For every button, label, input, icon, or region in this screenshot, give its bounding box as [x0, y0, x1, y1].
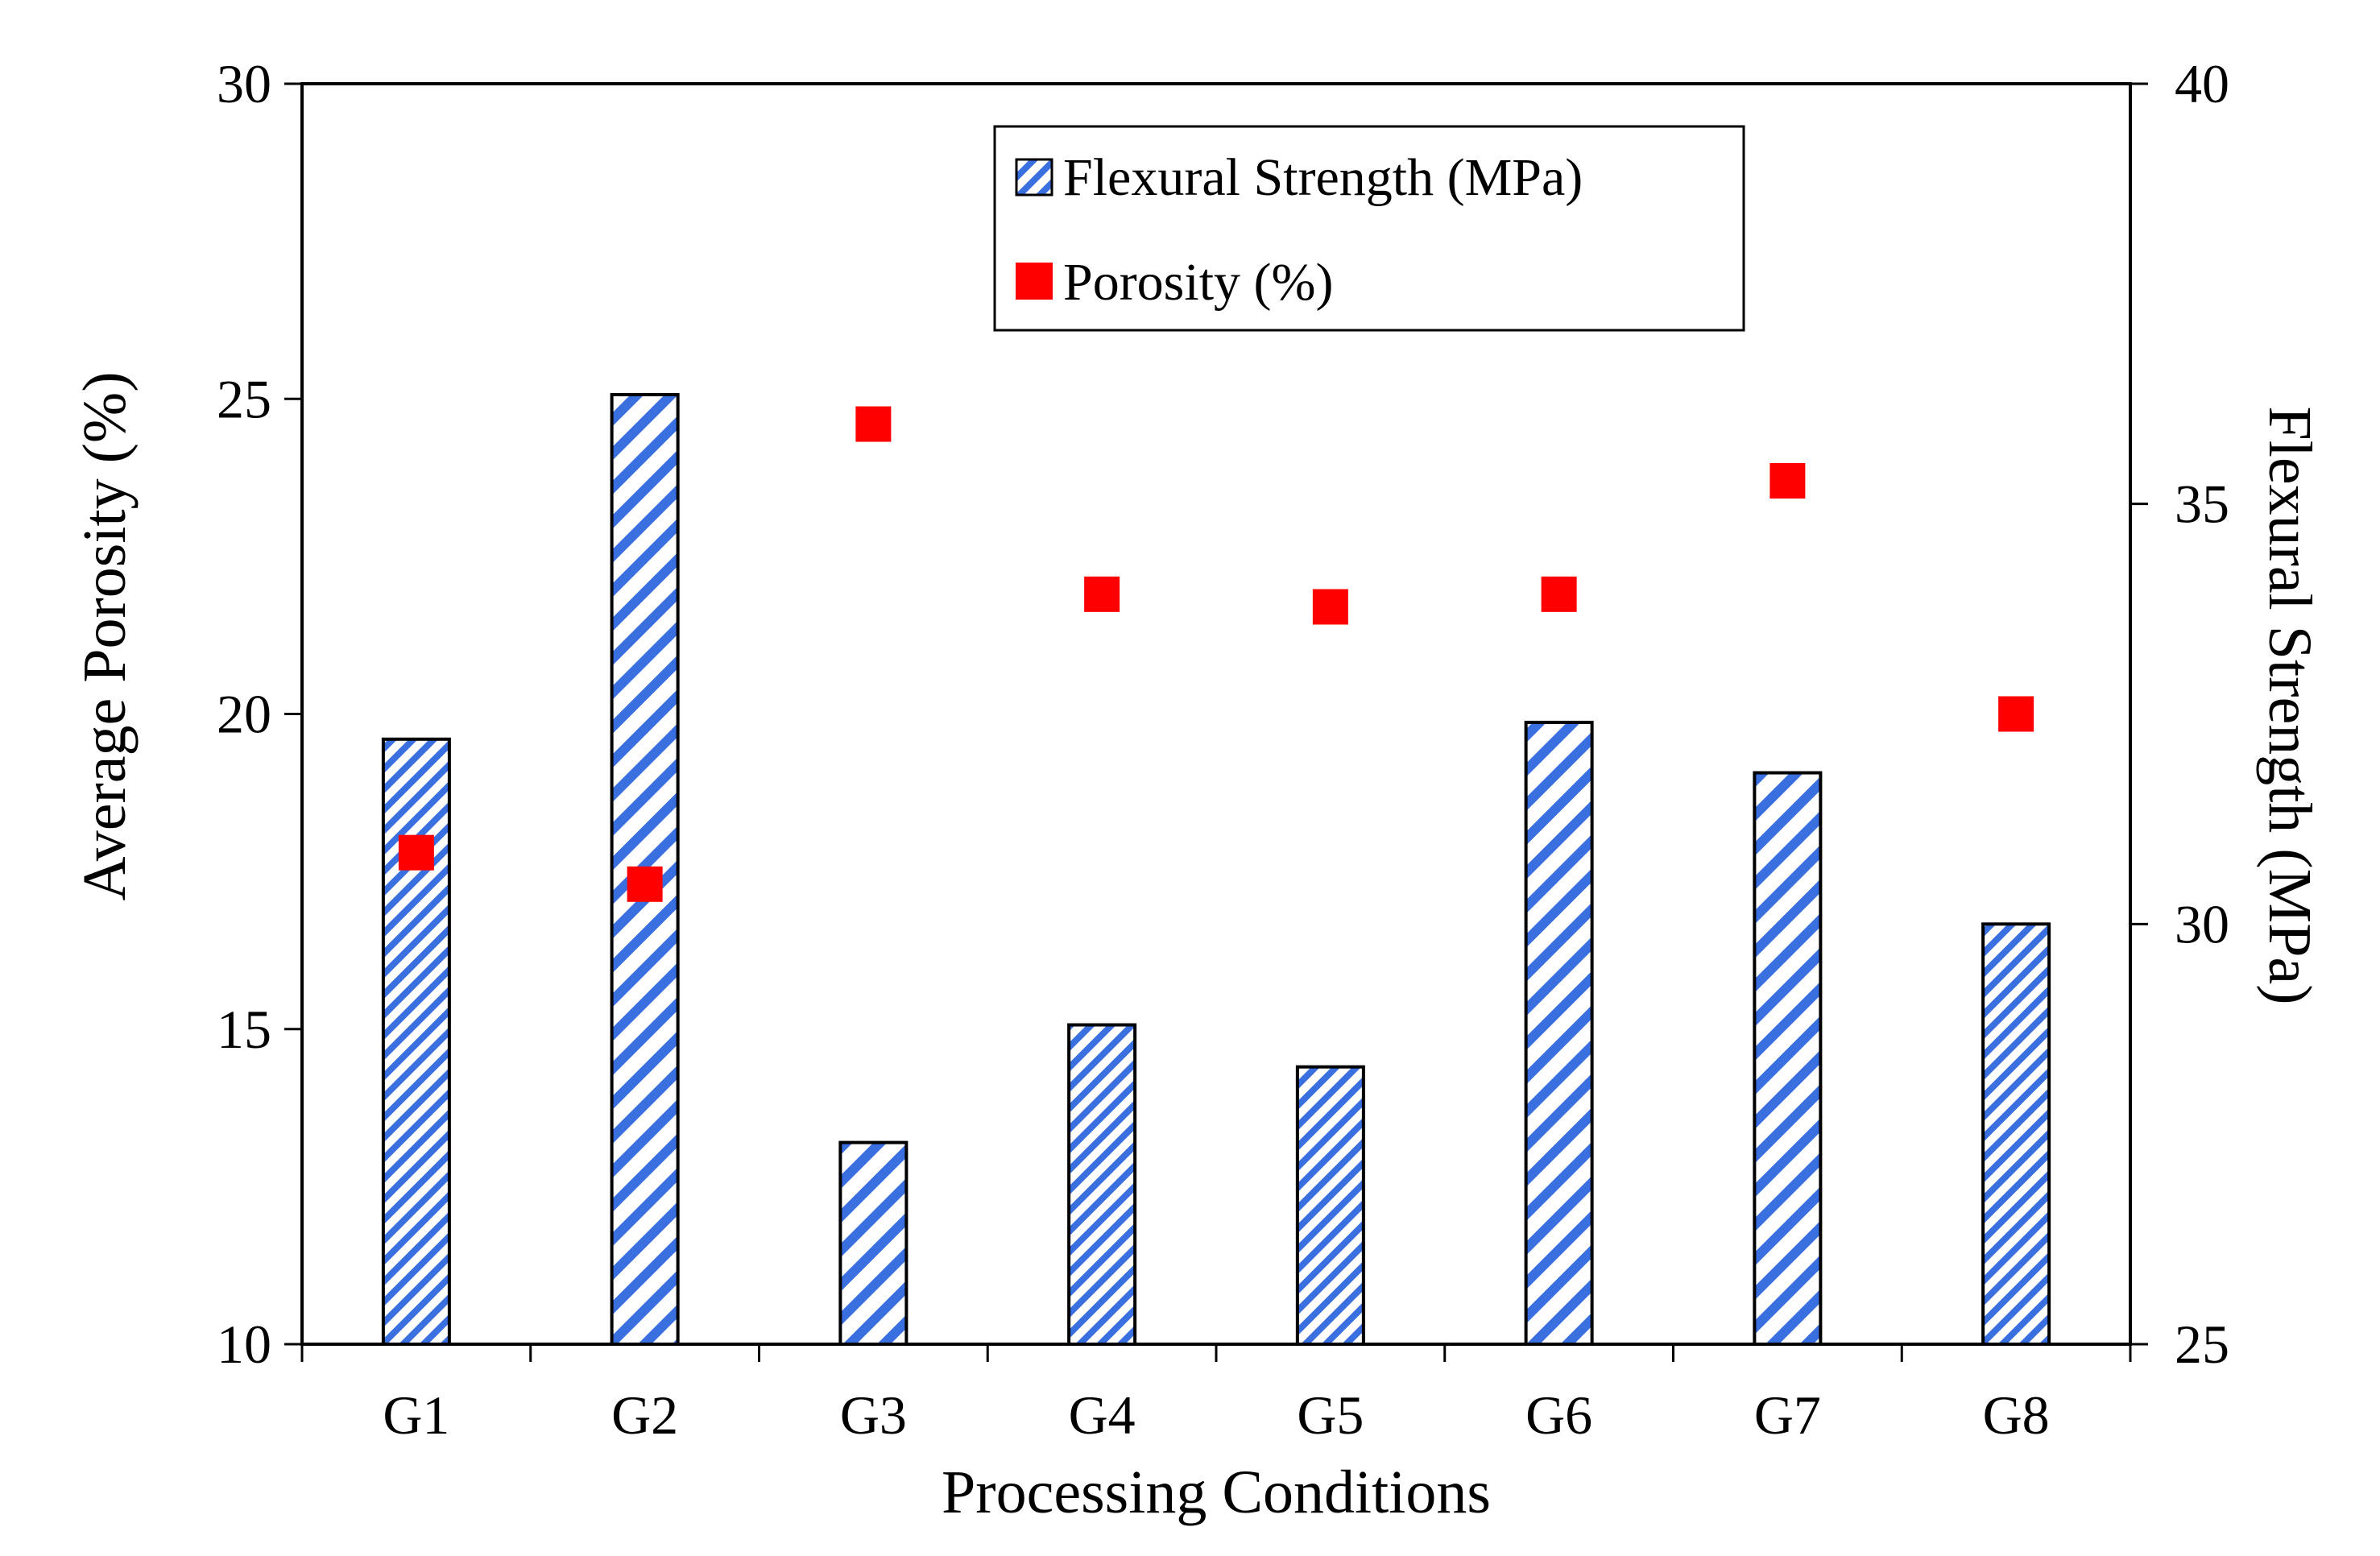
x-tick-label-g5: G5 [1297, 1384, 1364, 1446]
x-tick-label-g8: G8 [1983, 1384, 2050, 1446]
legend-point-label: Porosity (%) [1063, 253, 1333, 312]
porosity-point-g6 [1541, 576, 1577, 612]
bar-g6 [1524, 720, 1594, 1346]
porosity-point-g1 [398, 834, 434, 871]
x-tick-label-g2: G2 [611, 1384, 678, 1446]
bar-g1 [381, 737, 451, 1346]
bars-layer [381, 393, 2051, 1347]
y-axis-left-title: Average Porosity (%) [71, 371, 139, 900]
bar-g3 [838, 1140, 909, 1346]
x-tick-label-g6: G6 [1525, 1384, 1592, 1446]
x-axis-title: Processing Conditions [942, 1459, 1491, 1526]
porosity-point-g5 [1312, 589, 1348, 625]
x-tick-label-g7: G7 [1754, 1384, 1821, 1446]
y-right-tick-label: 25 [2175, 1314, 2229, 1375]
y-left-tick-label: 25 [217, 368, 271, 429]
porosity-point-g8 [1998, 696, 2034, 732]
porosity-point-g7 [1769, 462, 1806, 499]
y-axis-right-title: Flexural Strength (MPa) [2256, 406, 2324, 1004]
points-layer [398, 406, 2034, 902]
y-right-tick-label: 30 [2175, 893, 2229, 954]
bar-g5 [1295, 1065, 1365, 1346]
legend: Flexural Strength (MPa) Porosity (%) [993, 125, 1745, 332]
bar-g4 [1067, 1023, 1137, 1346]
legend-bar-label: Flexural Strength (MPa) [1063, 148, 1583, 207]
y-left-tick-label: 30 [217, 53, 271, 114]
y-right-tick-label: 40 [2175, 53, 2229, 114]
bar-g8 [1981, 922, 2051, 1347]
legend-bar-swatch [1015, 158, 1053, 197]
y-right-tick-label: 35 [2175, 474, 2229, 535]
legend-point-swatch [1016, 263, 1053, 300]
y-left-tick-label: 10 [217, 1314, 271, 1375]
porosity-point-g2 [627, 866, 663, 902]
ticks-layer: G1 G2 G3 G4 G5 G6 G7 G8 10 15 20 25 30 25 30 35 40 [217, 53, 2229, 1446]
x-tick-label-g3: G3 [840, 1384, 907, 1446]
bar-g7 [1753, 771, 1823, 1346]
y-left-tick-label: 15 [217, 999, 271, 1060]
legend-box [993, 125, 1745, 332]
x-tick-label-g1: G1 [383, 1384, 449, 1446]
porosity-point-g4 [1084, 576, 1120, 612]
x-tick-label-g4: G4 [1069, 1384, 1136, 1446]
porosity-point-g3 [855, 406, 892, 442]
y-left-tick-label: 20 [217, 684, 271, 745]
